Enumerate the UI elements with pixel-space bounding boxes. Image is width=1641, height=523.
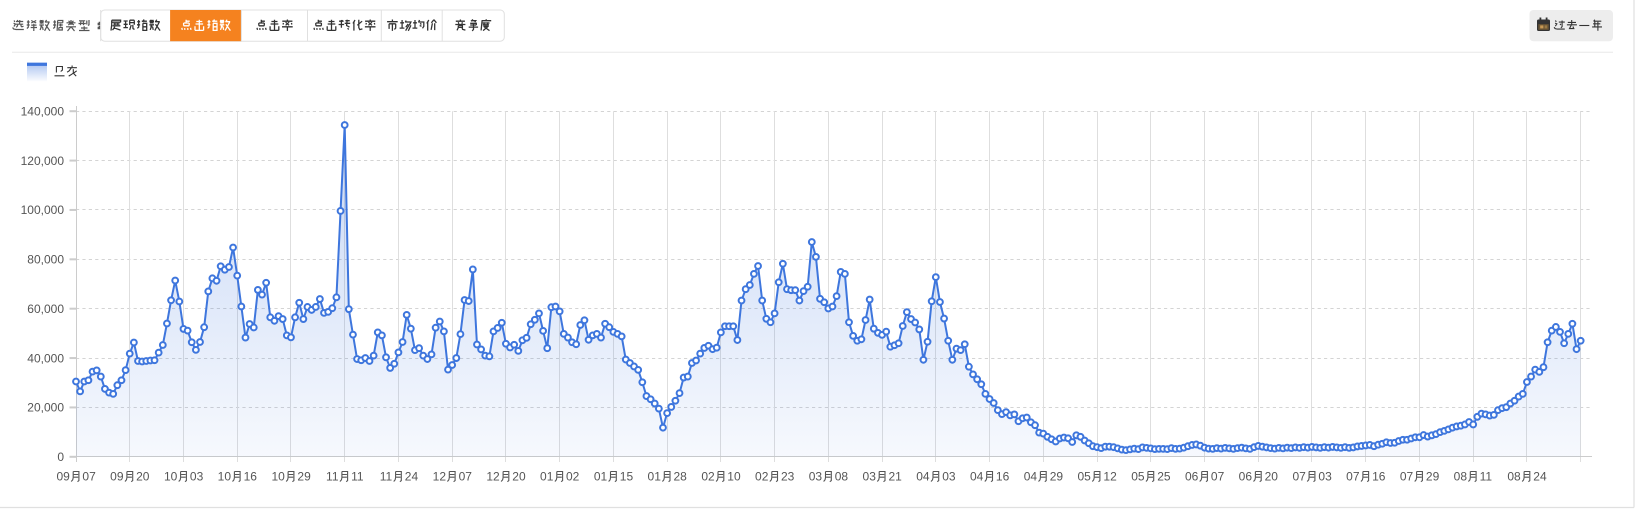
svg-text:20: 20 (1265, 470, 1279, 484)
svg-text:01: 01 (540, 470, 554, 484)
svg-text:04: 04 (1024, 470, 1038, 484)
svg-text:10: 10 (164, 470, 178, 484)
svg-text:10: 10 (218, 470, 232, 484)
svg-text:09: 09 (110, 470, 124, 484)
svg-text:28: 28 (674, 470, 688, 484)
svg-text:08: 08 (1454, 470, 1468, 484)
svg-text:07: 07 (1400, 470, 1414, 484)
svg-text:10: 10 (271, 470, 285, 484)
svg-text:20,000: 20,000 (27, 401, 64, 415)
svg-text:11: 11 (380, 470, 393, 484)
svg-text:120,000: 120,000 (21, 154, 65, 168)
svg-text:24: 24 (405, 470, 419, 484)
svg-text:21: 21 (889, 470, 903, 484)
svg-text:03: 03 (1318, 470, 1332, 484)
svg-text:12: 12 (486, 470, 500, 484)
svg-text:16: 16 (244, 470, 258, 484)
svg-text:09: 09 (56, 470, 70, 484)
svg-text:20: 20 (136, 470, 150, 484)
svg-text:07: 07 (82, 470, 96, 484)
svg-text:16: 16 (996, 470, 1010, 484)
svg-text:08: 08 (1507, 470, 1521, 484)
svg-text:05: 05 (1131, 470, 1145, 484)
svg-text:23: 23 (781, 470, 795, 484)
svg-text:03: 03 (190, 470, 204, 484)
svg-text:07: 07 (1346, 470, 1360, 484)
svg-text:03: 03 (809, 470, 823, 484)
svg-text:01: 01 (594, 470, 608, 484)
svg-text:16: 16 (1372, 470, 1386, 484)
svg-text:140,000: 140,000 (21, 104, 65, 118)
svg-text:60,000: 60,000 (27, 302, 64, 316)
svg-text:05: 05 (1077, 470, 1091, 484)
svg-text:02: 02 (701, 470, 715, 484)
svg-text:25: 25 (1157, 470, 1171, 484)
svg-text:80,000: 80,000 (27, 253, 64, 267)
svg-text:11: 11 (326, 470, 339, 484)
svg-text:15: 15 (620, 470, 634, 484)
svg-text:07: 07 (1292, 470, 1306, 484)
svg-text:03: 03 (942, 470, 956, 484)
svg-text:100,000: 100,000 (21, 203, 65, 217)
svg-text:11: 11 (1480, 470, 1493, 484)
svg-text:06: 06 (1239, 470, 1253, 484)
svg-text:0: 0 (57, 450, 64, 464)
svg-text:29: 29 (1426, 470, 1440, 484)
svg-text:11: 11 (351, 470, 364, 484)
svg-text:01: 01 (648, 470, 662, 484)
svg-text:04: 04 (970, 470, 984, 484)
svg-text:12: 12 (1103, 470, 1117, 484)
svg-text:29: 29 (297, 470, 311, 484)
svg-text:20: 20 (512, 470, 526, 484)
svg-text:08: 08 (835, 470, 849, 484)
svg-text:24: 24 (1533, 470, 1547, 484)
svg-text:07: 07 (1211, 470, 1225, 484)
svg-text:40,000: 40,000 (27, 351, 64, 365)
svg-text:10: 10 (727, 470, 741, 484)
svg-text:03: 03 (863, 470, 877, 484)
svg-text:29: 29 (1050, 470, 1064, 484)
svg-text:12: 12 (433, 470, 447, 484)
svg-text:02: 02 (566, 470, 580, 484)
svg-text:02: 02 (755, 470, 769, 484)
svg-text:07: 07 (459, 470, 473, 484)
svg-text:06: 06 (1185, 470, 1199, 484)
svg-text:04: 04 (916, 470, 930, 484)
